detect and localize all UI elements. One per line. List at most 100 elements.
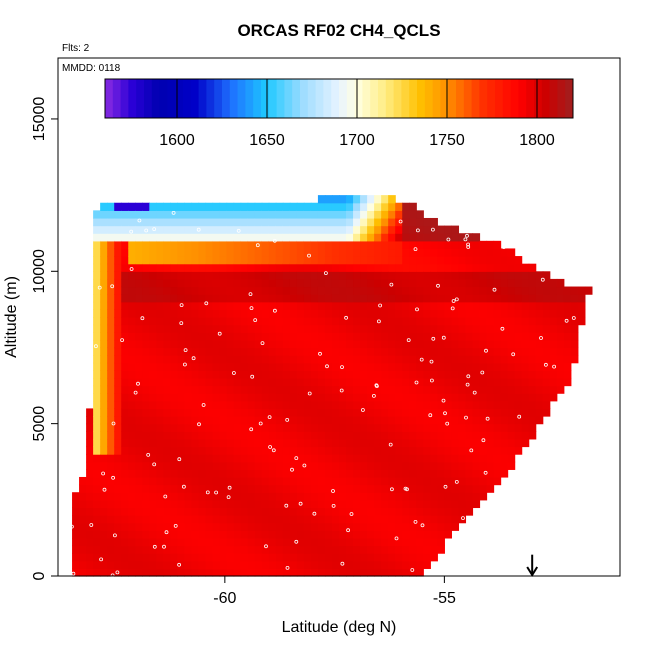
heatmap-cell [121, 233, 129, 242]
heatmap-cell [303, 522, 312, 531]
heatmap-cell [219, 469, 228, 478]
heatmap-cell [254, 233, 263, 242]
heatmap-cell [149, 431, 157, 440]
heatmap-cell [465, 476, 474, 486]
heatmap-cell [346, 317, 354, 326]
heatmap-cell [388, 568, 396, 577]
heatmap-cell [374, 408, 382, 417]
sample-point [258, 421, 263, 426]
heatmap-cell [268, 454, 277, 463]
heatmap-cell [261, 233, 270, 242]
heatmap-cell [374, 431, 382, 440]
heatmap-cell [507, 324, 516, 333]
heatmap-cell [339, 210, 347, 219]
heatmap-cell [535, 400, 544, 410]
heatmap-cell [472, 377, 481, 387]
heatmap-cell [240, 568, 249, 577]
heatmap-cell [163, 370, 171, 379]
heatmap-cell [381, 476, 389, 486]
heatmap-cell [149, 553, 157, 562]
heatmap-cell [374, 553, 382, 562]
heatmap-cell [142, 362, 150, 371]
heatmap-cell [198, 568, 207, 577]
heatmap-cell [374, 233, 382, 242]
heatmap-cell [317, 416, 326, 425]
heatmap-cell [388, 492, 396, 501]
heatmap-cell [367, 278, 375, 288]
heatmap-cell [388, 431, 396, 440]
heatmap-cell [205, 263, 214, 272]
heatmap-cell [493, 240, 502, 250]
heatmap-cell [282, 225, 291, 234]
heatmap-cell [233, 332, 242, 341]
heatmap-cell [149, 339, 157, 349]
heatmap-cell [282, 454, 291, 463]
heatmap-cell [226, 400, 235, 410]
heatmap-cell [346, 332, 354, 341]
heatmap-cell [205, 309, 214, 318]
heatmap-cell [472, 301, 481, 310]
heatmap-cell [93, 530, 101, 539]
heatmap-cell [114, 217, 122, 227]
heatmap-cell [156, 271, 164, 280]
heatmap-cell [205, 476, 214, 486]
heatmap-cell [226, 408, 235, 417]
heatmap-cell [142, 286, 150, 295]
heatmap-cell [233, 530, 242, 539]
heatmap-cell [247, 294, 256, 303]
heatmap-cell [556, 286, 565, 295]
heatmap-cell [135, 278, 143, 288]
heatmap-cell [268, 530, 277, 539]
heatmap-cell [331, 355, 340, 364]
heatmap-cell [128, 362, 136, 371]
heatmap-cell [416, 393, 424, 402]
heatmap-cell [395, 240, 403, 250]
heatmap-cell [360, 537, 368, 547]
heatmap-cell [93, 309, 101, 318]
heatmap-cell [282, 476, 291, 486]
heatmap-cell [107, 301, 115, 310]
heatmap-cell [346, 240, 354, 250]
heatmap-cell [367, 347, 375, 356]
heatmap-cell [296, 339, 305, 349]
heatmap-cell [93, 278, 101, 288]
heatmap-cell [268, 537, 277, 547]
heatmap-cell [303, 492, 312, 501]
heatmap-cell [528, 317, 537, 326]
heatmap-cell [219, 317, 228, 326]
heatmap-cell [107, 560, 115, 569]
heatmap-cell [240, 400, 249, 410]
heatmap-cell [367, 195, 375, 204]
heatmap-cell [184, 332, 193, 341]
heatmap-cell [156, 294, 164, 303]
heatmap-cell [121, 507, 129, 516]
heatmap-cell [388, 309, 396, 318]
heatmap-cell [191, 522, 200, 531]
heatmap-cell [282, 362, 291, 371]
heatmap-cell [184, 309, 193, 318]
heatmap-cell [107, 377, 115, 387]
heatmap-cell [128, 248, 136, 257]
heatmap-cell [514, 416, 523, 425]
heatmap-cell [458, 294, 467, 303]
heatmap-cell [444, 377, 452, 387]
heatmap-cell [423, 263, 431, 272]
heatmap-cell [317, 476, 326, 486]
heatmap-cell [254, 210, 263, 219]
heatmap-cell [465, 347, 474, 356]
heatmap-cell [416, 507, 424, 516]
sample-point [410, 568, 415, 572]
heatmap-cell [296, 499, 305, 509]
heatmap-cell [303, 553, 312, 562]
heatmap-cell [324, 499, 333, 509]
heatmap-cell [339, 324, 347, 333]
heatmap-cell [184, 461, 193, 470]
heatmap-cell [430, 553, 438, 562]
heatmap-cell [472, 309, 481, 318]
heatmap-cell [528, 408, 537, 417]
heatmap-cell [156, 355, 164, 364]
heatmap-cell [289, 362, 298, 371]
heatmap-cell [261, 461, 270, 470]
sample-point [250, 374, 255, 379]
heatmap-cell [254, 248, 263, 257]
